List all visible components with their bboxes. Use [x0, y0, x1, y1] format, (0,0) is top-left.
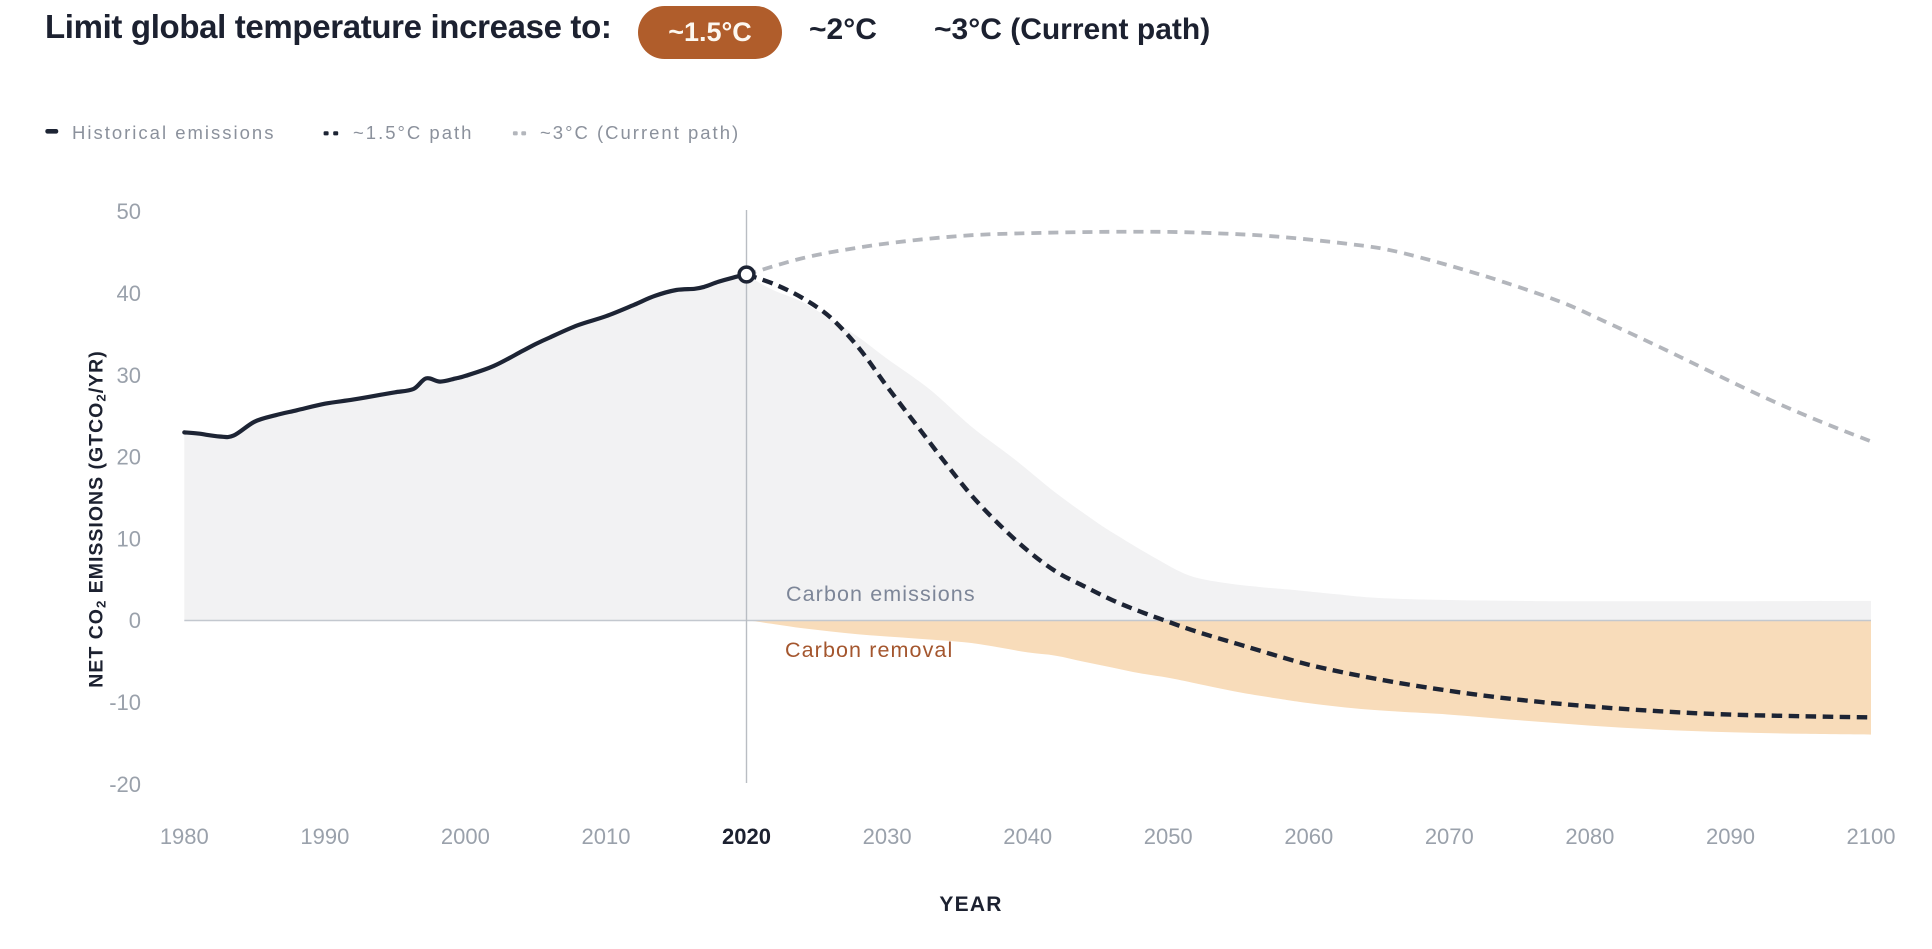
svg-text:50: 50	[117, 199, 141, 224]
svg-text:2020: 2020	[722, 824, 771, 849]
svg-text:1980: 1980	[160, 824, 209, 849]
svg-text:2010: 2010	[582, 824, 631, 849]
svg-text:2090: 2090	[1706, 824, 1755, 849]
svg-text:30: 30	[117, 363, 141, 388]
svg-text:10: 10	[117, 526, 141, 551]
svg-text:2040: 2040	[1003, 824, 1052, 849]
svg-text:40: 40	[117, 281, 141, 306]
svg-text:20: 20	[117, 445, 141, 470]
svg-text:-20: -20	[109, 772, 141, 797]
svg-text:-10: -10	[109, 690, 141, 715]
svg-text:2080: 2080	[1565, 824, 1614, 849]
svg-text:0: 0	[129, 608, 141, 633]
svg-text:2070: 2070	[1425, 824, 1474, 849]
svg-text:2030: 2030	[863, 824, 912, 849]
svg-text:1990: 1990	[300, 824, 349, 849]
svg-text:2050: 2050	[1144, 824, 1193, 849]
svg-text:2100: 2100	[1847, 824, 1896, 849]
svg-text:2060: 2060	[1284, 824, 1333, 849]
svg-text:2000: 2000	[441, 824, 490, 849]
